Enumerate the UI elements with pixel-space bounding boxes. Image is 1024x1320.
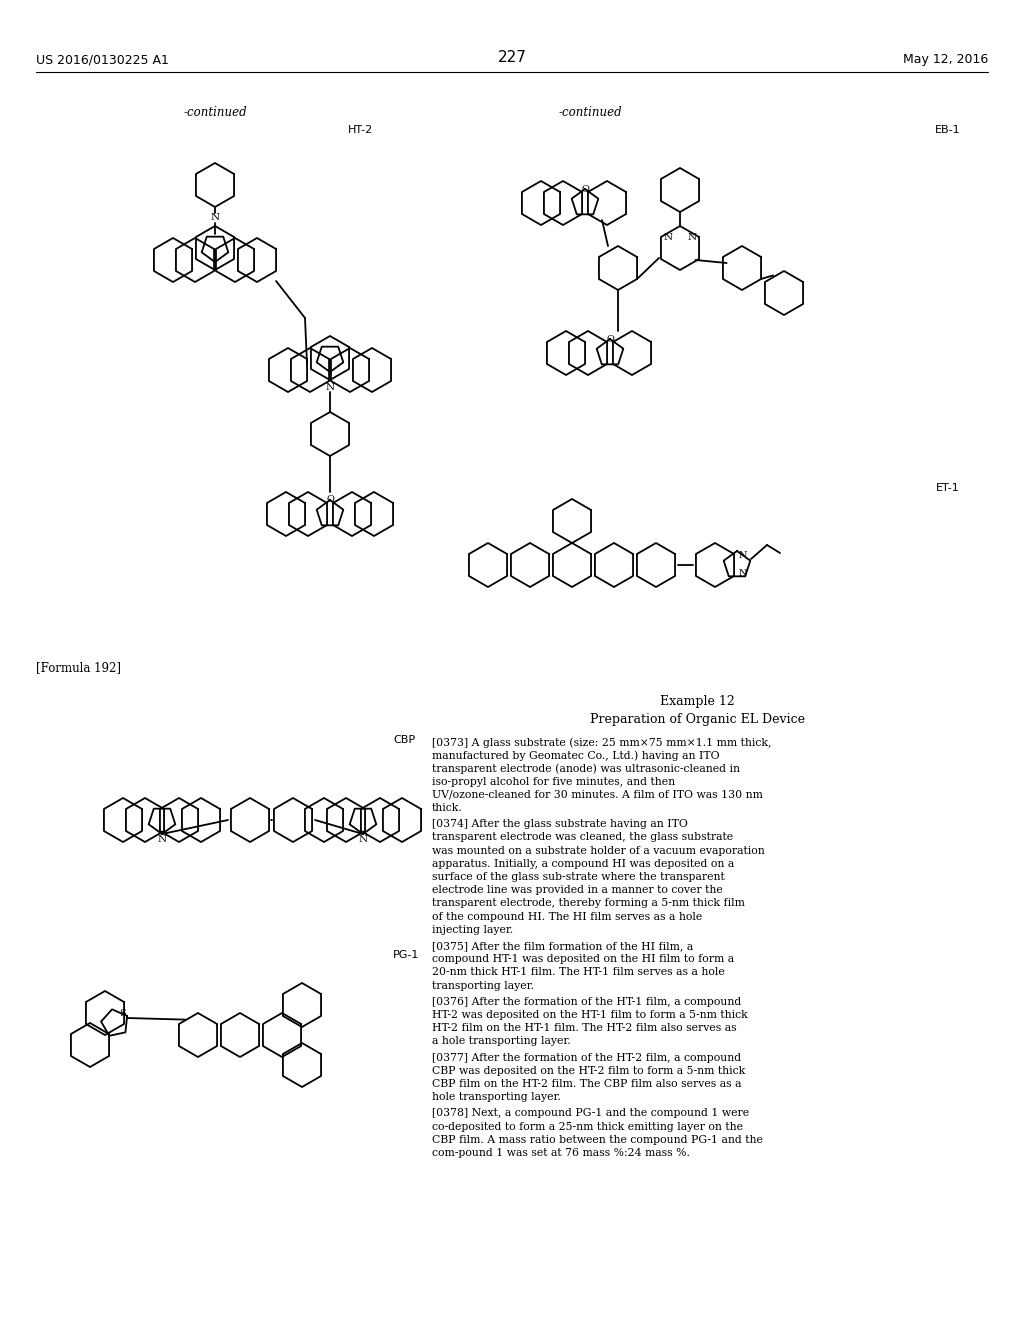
Text: EB-1: EB-1 <box>934 125 961 135</box>
Text: manufactured by Geomatec Co., Ltd.) having an ITO: manufactured by Geomatec Co., Ltd.) havi… <box>432 750 720 760</box>
Text: UV/ozone-cleaned for 30 minutes. A film of ITO was 130 nm: UV/ozone-cleaned for 30 minutes. A film … <box>432 789 763 800</box>
Text: N: N <box>664 234 673 243</box>
Text: co-deposited to form a 25-nm thick emitting layer on the: co-deposited to form a 25-nm thick emitt… <box>432 1122 743 1131</box>
Text: May 12, 2016: May 12, 2016 <box>903 54 988 66</box>
Text: HT-2: HT-2 <box>348 125 373 135</box>
Text: a hole transporting layer.: a hole transporting layer. <box>432 1036 570 1047</box>
Text: 20-nm thick HT-1 film. The HT-1 film serves as a hole: 20-nm thick HT-1 film. The HT-1 film ser… <box>432 968 725 977</box>
Text: thick.: thick. <box>432 803 463 813</box>
Text: transporting layer.: transporting layer. <box>432 981 534 990</box>
Text: CBP was deposited on the HT-2 film to form a 5-nm thick: CBP was deposited on the HT-2 film to fo… <box>432 1065 745 1076</box>
Text: -continued: -continued <box>183 106 247 119</box>
Text: compound HT-1 was deposited on the HI film to form a: compound HT-1 was deposited on the HI fi… <box>432 954 734 964</box>
Text: apparatus. Initially, a compound HI was deposited on a: apparatus. Initially, a compound HI was … <box>432 859 734 869</box>
Text: Example 12: Example 12 <box>659 696 734 709</box>
Text: [0374] After the glass substrate having an ITO: [0374] After the glass substrate having … <box>432 820 688 829</box>
Text: hole transporting layer.: hole transporting layer. <box>432 1092 561 1102</box>
Text: [0376] After the formation of the HT-1 film, a compound: [0376] After the formation of the HT-1 f… <box>432 997 741 1007</box>
Text: ET-1: ET-1 <box>936 483 961 492</box>
Text: transparent electrode (anode) was ultrasonic-cleaned in: transparent electrode (anode) was ultras… <box>432 763 740 774</box>
Text: N: N <box>358 836 368 845</box>
Text: 227: 227 <box>498 50 526 66</box>
Text: of the compound HI. The HI film serves as a hole: of the compound HI. The HI film serves a… <box>432 912 702 921</box>
Text: PG-1: PG-1 <box>393 950 420 960</box>
Text: [0373] A glass substrate (size: 25 mm×75 mm×1.1 mm thick,: [0373] A glass substrate (size: 25 mm×75… <box>432 737 771 747</box>
Text: CBP film. A mass ratio between the compound PG-1 and the: CBP film. A mass ratio between the compo… <box>432 1135 763 1144</box>
Text: electrode line was provided in a manner to cover the: electrode line was provided in a manner … <box>432 886 723 895</box>
Text: transparent electrode, thereby forming a 5-nm thick film: transparent electrode, thereby forming a… <box>432 899 744 908</box>
Text: S: S <box>120 1008 126 1018</box>
Text: O: O <box>606 334 614 343</box>
Text: [0378] Next, a compound PG-1 and the compound 1 were: [0378] Next, a compound PG-1 and the com… <box>432 1109 750 1118</box>
Text: Preparation of Organic EL Device: Preparation of Organic EL Device <box>590 714 805 726</box>
Text: N: N <box>326 383 335 392</box>
Text: iso-propyl alcohol for five minutes, and then: iso-propyl alcohol for five minutes, and… <box>432 776 675 787</box>
Text: transparent electrode was cleaned, the glass substrate: transparent electrode was cleaned, the g… <box>432 833 733 842</box>
Text: [0377] After the formation of the HT-2 film, a compound: [0377] After the formation of the HT-2 f… <box>432 1052 741 1063</box>
Text: CBP: CBP <box>393 735 415 744</box>
Text: O: O <box>581 185 589 194</box>
Text: injecting layer.: injecting layer. <box>432 925 513 935</box>
Text: was mounted on a substrate holder of a vacuum evaporation: was mounted on a substrate holder of a v… <box>432 846 765 855</box>
Text: HT-2 was deposited on the HT-1 film to form a 5-nm thick: HT-2 was deposited on the HT-1 film to f… <box>432 1010 748 1020</box>
Text: N: N <box>738 552 748 561</box>
Text: O: O <box>326 495 334 504</box>
Text: N: N <box>211 214 219 223</box>
Text: [0375] After the film formation of the HI film, a: [0375] After the film formation of the H… <box>432 941 693 950</box>
Text: com-pound 1 was set at 76 mass %:24 mass %.: com-pound 1 was set at 76 mass %:24 mass… <box>432 1148 690 1158</box>
Text: N: N <box>738 569 748 578</box>
Text: N: N <box>687 234 696 243</box>
Text: HT-2 film on the HT-1 film. The HT-2 film also serves as: HT-2 film on the HT-1 film. The HT-2 fil… <box>432 1023 736 1034</box>
Text: US 2016/0130225 A1: US 2016/0130225 A1 <box>36 54 169 66</box>
Text: CBP film on the HT-2 film. The CBP film also serves as a: CBP film on the HT-2 film. The CBP film … <box>432 1078 741 1089</box>
Text: [Formula 192]: [Formula 192] <box>36 661 121 675</box>
Text: surface of the glass sub-strate where the transparent: surface of the glass sub-strate where th… <box>432 873 725 882</box>
Text: -continued: -continued <box>558 106 622 119</box>
Text: N: N <box>158 836 167 845</box>
